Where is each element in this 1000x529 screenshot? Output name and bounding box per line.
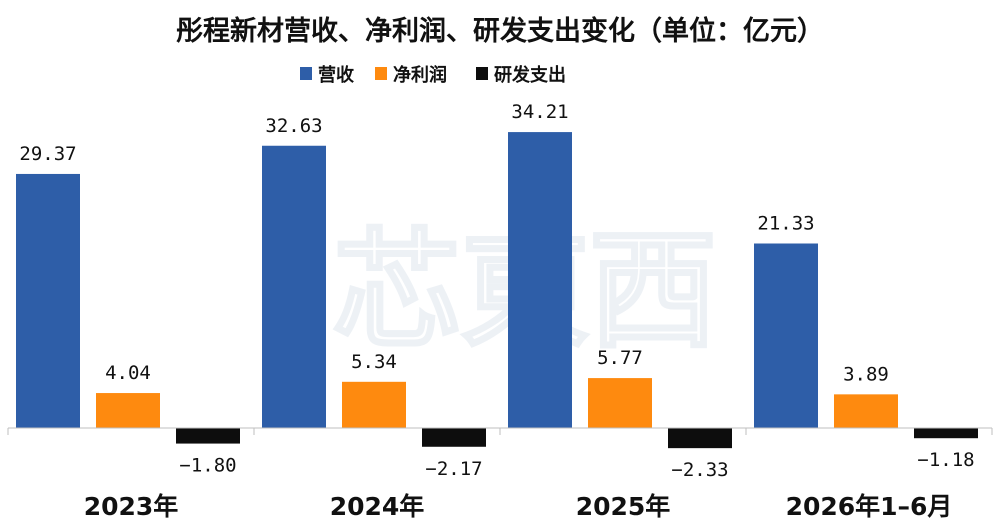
chart-title: 彤程新材营收、净利润、研发支出变化（单位：亿元） — [176, 15, 824, 47]
data-label-0-2: 34.21 — [511, 101, 568, 123]
bar-revenue-1 — [262, 145, 326, 429]
data-label-1-2: 5.77 — [597, 347, 643, 369]
x-axis: 2023年 2024年 2025年 2026年1–6月 — [7, 427, 993, 521]
bar-rd-expense-1 — [422, 428, 486, 447]
data-label-2-2: −2.33 — [671, 459, 728, 481]
data-label-0-0: 29.37 — [19, 143, 76, 165]
bar-revenue-3 — [754, 243, 818, 428]
bar-net-profit-1 — [342, 381, 406, 428]
legend-label-0: 营收 — [318, 64, 354, 86]
bars: 29.37 4.04 −1.80 32.63 5.34 −2.17 34.21 5.77 −2.… — [16, 101, 978, 481]
category-label-1: 2024年 — [330, 492, 425, 521]
category-label-2: 2025年 — [576, 492, 671, 521]
data-label-1-1: 5.34 — [351, 351, 397, 373]
data-label-1-0: 4.04 — [105, 362, 151, 384]
data-label-2-0: −1.80 — [179, 455, 236, 477]
legend: 营收 净利润 研发支出 — [300, 64, 566, 86]
data-label-2-3: −1.18 — [917, 449, 974, 471]
bar-rd-expense-0 — [176, 428, 240, 444]
bar-revenue-2 — [508, 132, 572, 428]
data-label-0-1: 32.63 — [265, 115, 322, 137]
bar-rd-expense-3 — [914, 428, 978, 439]
data-label-2-1: −2.17 — [425, 458, 482, 480]
data-label-1-3: 3.89 — [843, 363, 889, 385]
bar-net-profit-3 — [834, 394, 898, 428]
category-label-3: 2026年1–6月 — [786, 492, 953, 521]
bar-net-profit-0 — [96, 393, 160, 428]
bar-net-profit-2 — [588, 378, 652, 428]
legend-swatch-1 — [375, 67, 387, 80]
legend-swatch-2 — [476, 67, 488, 80]
legend-label-1: 净利润 — [393, 64, 447, 86]
bar-revenue-0 — [16, 173, 80, 428]
data-label-0-3: 21.33 — [757, 212, 814, 234]
legend-label-2: 研发支出 — [494, 64, 566, 86]
category-label-0: 2023年 — [84, 492, 179, 521]
legend-swatch-0 — [300, 67, 312, 80]
bar-rd-expense-2 — [668, 428, 732, 449]
